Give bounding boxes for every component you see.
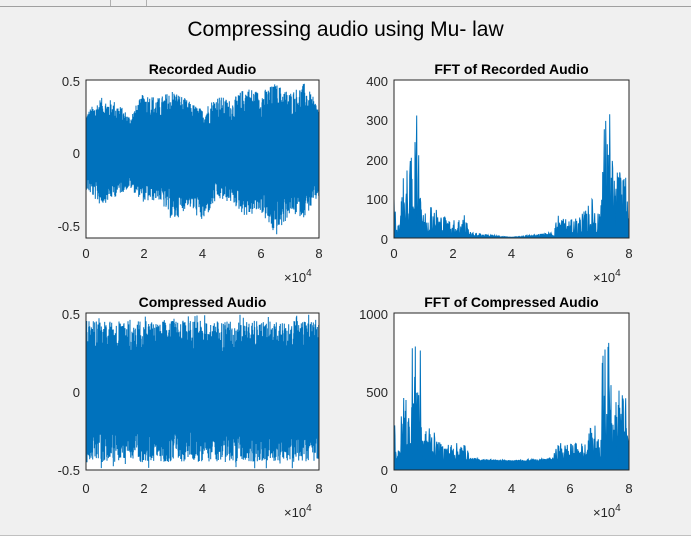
x-tick-label: 4 (199, 246, 206, 261)
x-tick-label: 8 (315, 481, 322, 496)
axes-frame (393, 312, 630, 471)
y-tick-label: 0 (381, 232, 388, 247)
y-tick-label: -0.5 (58, 219, 80, 234)
y-tick-label: 300 (366, 113, 388, 128)
y-tick-label: 100 (366, 192, 388, 207)
x-tick-label: 6 (566, 481, 573, 496)
x-tick-label: 0 (390, 481, 397, 496)
x-tick-label: 4 (508, 246, 515, 261)
axes-title: Compressed Audio (139, 294, 267, 310)
figure-title: Compressing audio using Mu- law (187, 18, 504, 41)
x-tick-label: 0 (82, 246, 89, 261)
x-tick-label: 4 (199, 481, 206, 496)
x-tick-label: 6 (257, 246, 264, 261)
x-tick-label: 0 (82, 481, 89, 496)
x-tick-label: 0 (390, 246, 397, 261)
x-tick-label: 8 (315, 246, 322, 261)
axes-recorded-audio[interactable]: Recorded Audio 0.5 0 -0.5 0 2 4 6 8 ×104 (58, 61, 323, 285)
axes-background (394, 80, 629, 238)
x-tick-label: 2 (140, 481, 147, 496)
x-tick-label: 2 (140, 246, 147, 261)
x-axis: 0 2 4 6 8 ×104 (390, 481, 632, 520)
waveform-line (86, 314, 319, 469)
y-axis: 400 300 200 100 0 (366, 74, 388, 247)
y-tick-label: 400 (366, 74, 388, 89)
x-tick-label: 8 (625, 481, 632, 496)
x-exponent-label: ×104 (593, 268, 621, 285)
axes-title: Recorded Audio (149, 61, 257, 77)
y-tick-label: 1000 (359, 307, 388, 322)
axes-title: FFT of Compressed Audio (424, 294, 598, 310)
x-exponent-label: ×104 (284, 268, 312, 285)
spectrum-line (394, 114, 629, 238)
axes-fft-recorded-audio[interactable]: FFT of Recorded Audio 400 300 200 100 0 … (366, 61, 632, 285)
y-axis: 1000 500 0 (359, 307, 388, 478)
y-axis: 0.5 0 -0.5 (58, 74, 80, 234)
x-axis: 0 2 4 6 8 ×104 (390, 246, 632, 285)
y-tick-label: 0 (381, 463, 388, 478)
axes-frame (85, 79, 320, 239)
y-tick-label: 500 (366, 385, 388, 400)
x-tick-label: 6 (257, 481, 264, 496)
x-exponent-label: ×104 (593, 503, 621, 520)
y-tick-label: 0 (73, 146, 80, 161)
x-axis: 0 2 4 6 8 ×104 (82, 481, 322, 520)
axes-title: FFT of Recorded Audio (434, 61, 588, 77)
axes-compressed-audio[interactable]: Compressed Audio 0.5 0 -0.5 0 2 4 6 8 ×1… (58, 294, 323, 520)
y-tick-label: 0.5 (62, 74, 80, 89)
x-tick-label: 6 (566, 246, 573, 261)
y-tick-label: 0.5 (62, 307, 80, 322)
axes-fft-compressed-audio[interactable]: FFT of Compressed Audio 1000 500 0 0 2 4… (359, 294, 633, 520)
y-axis: 0.5 0 -0.5 (58, 307, 80, 478)
y-tick-label: 200 (366, 153, 388, 168)
x-tick-label: 4 (508, 481, 515, 496)
x-axis: 0 2 4 6 8 ×104 (82, 246, 322, 285)
waveform-line (86, 83, 319, 235)
y-tick-label: -0.5 (58, 463, 80, 478)
x-exponent-label: ×104 (284, 503, 312, 520)
spectrum-line (394, 342, 629, 470)
y-tick-label: 0 (73, 385, 80, 400)
axes-frame (85, 312, 320, 471)
x-tick-label: 8 (625, 246, 632, 261)
window-toolbar-strip (0, 0, 691, 7)
toolbar-separator (146, 0, 147, 6)
x-tick-label: 2 (449, 246, 456, 261)
axes-frame (393, 79, 630, 239)
x-tick-label: 2 (449, 481, 456, 496)
toolbar-separator (110, 0, 111, 6)
